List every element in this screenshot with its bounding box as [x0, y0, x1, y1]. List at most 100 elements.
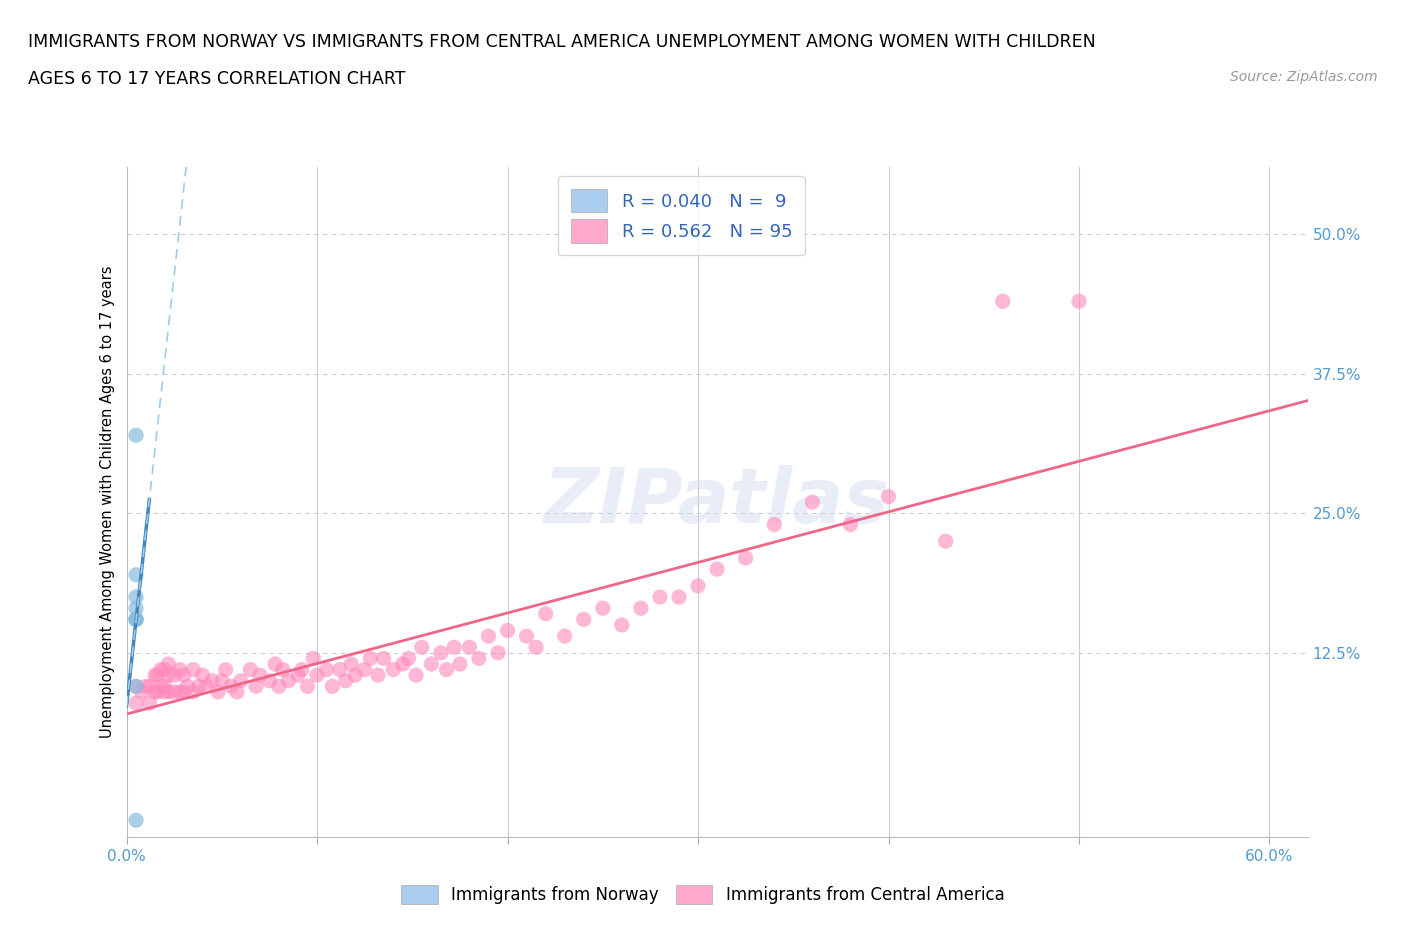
- Point: [486, 645, 509, 660]
- Point: [734, 551, 756, 565]
- Point: [125, 679, 148, 694]
- Point: [458, 640, 481, 655]
- Point: [668, 590, 690, 604]
- Point: [125, 428, 148, 443]
- Point: [359, 651, 381, 666]
- Point: [391, 657, 413, 671]
- Point: [321, 679, 343, 694]
- Point: [287, 668, 309, 683]
- Point: [305, 668, 328, 683]
- Legend: Immigrants from Norway, Immigrants from Central America: Immigrants from Norway, Immigrants from …: [394, 876, 1012, 912]
- Point: [443, 640, 465, 655]
- Point: [146, 684, 169, 699]
- Point: [245, 679, 267, 694]
- Point: [291, 662, 314, 677]
- Point: [143, 668, 166, 683]
- Point: [149, 679, 172, 694]
- Point: [149, 662, 172, 677]
- Point: [187, 679, 209, 694]
- Text: Source: ZipAtlas.com: Source: ZipAtlas.com: [1230, 70, 1378, 84]
- Point: [226, 684, 249, 699]
- Point: [125, 612, 148, 627]
- Point: [449, 657, 471, 671]
- Point: [229, 673, 252, 688]
- Point: [763, 517, 786, 532]
- Point: [340, 657, 363, 671]
- Point: [249, 668, 271, 683]
- Point: [398, 651, 420, 666]
- Point: [221, 679, 243, 694]
- Point: [592, 601, 614, 616]
- Point: [176, 679, 198, 694]
- Point: [630, 601, 652, 616]
- Point: [125, 696, 148, 711]
- Point: [496, 623, 519, 638]
- Point: [125, 601, 148, 616]
- Point: [181, 662, 204, 677]
- Point: [382, 662, 405, 677]
- Point: [125, 612, 148, 627]
- Point: [524, 640, 547, 655]
- Point: [125, 612, 148, 627]
- Point: [163, 668, 186, 683]
- Point: [153, 662, 176, 677]
- Point: [344, 668, 367, 683]
- Point: [430, 645, 453, 660]
- Point: [201, 673, 224, 688]
- Point: [516, 629, 538, 644]
- Point: [125, 567, 148, 582]
- Point: [181, 684, 204, 699]
- Point: [169, 684, 191, 699]
- Point: [1067, 294, 1090, 309]
- Point: [191, 668, 214, 683]
- Point: [146, 668, 169, 683]
- Point: [207, 684, 229, 699]
- Text: AGES 6 TO 17 YEARS CORRELATION CHART: AGES 6 TO 17 YEARS CORRELATION CHART: [28, 70, 405, 87]
- Point: [157, 657, 180, 671]
- Point: [436, 662, 458, 677]
- Point: [163, 684, 186, 699]
- Point: [138, 679, 160, 694]
- Point: [131, 684, 153, 699]
- Point: [239, 662, 262, 677]
- Point: [302, 651, 325, 666]
- Point: [686, 578, 709, 593]
- Point: [554, 629, 576, 644]
- Point: [477, 629, 499, 644]
- Point: [329, 662, 352, 677]
- Point: [801, 495, 824, 510]
- Point: [411, 640, 433, 655]
- Point: [214, 662, 236, 677]
- Point: [610, 618, 633, 632]
- Point: [271, 662, 294, 677]
- Point: [468, 651, 491, 666]
- Point: [135, 679, 157, 694]
- Point: [259, 673, 281, 688]
- Point: [157, 684, 180, 699]
- Point: [277, 673, 299, 688]
- Point: [839, 517, 862, 532]
- Point: [335, 673, 357, 688]
- Point: [405, 668, 427, 683]
- Point: [211, 673, 233, 688]
- Point: [991, 294, 1014, 309]
- Point: [353, 662, 375, 677]
- Text: ZIPatlas: ZIPatlas: [544, 465, 890, 539]
- Point: [648, 590, 671, 604]
- Point: [420, 657, 443, 671]
- Point: [373, 651, 395, 666]
- Point: [367, 668, 389, 683]
- Text: IMMIGRANTS FROM NORWAY VS IMMIGRANTS FROM CENTRAL AMERICA UNEMPLOYMENT AMONG WOM: IMMIGRANTS FROM NORWAY VS IMMIGRANTS FRO…: [28, 33, 1095, 50]
- Point: [935, 534, 957, 549]
- Point: [125, 679, 148, 694]
- Point: [153, 684, 176, 699]
- Point: [169, 662, 191, 677]
- Legend: R = 0.040   N =  9, R = 0.562   N = 95: R = 0.040 N = 9, R = 0.562 N = 95: [558, 177, 804, 256]
- Point: [125, 590, 148, 604]
- Point: [572, 612, 595, 627]
- Point: [534, 606, 557, 621]
- Point: [195, 679, 218, 694]
- Point: [173, 684, 195, 699]
- Point: [153, 679, 176, 694]
- Point: [267, 679, 290, 694]
